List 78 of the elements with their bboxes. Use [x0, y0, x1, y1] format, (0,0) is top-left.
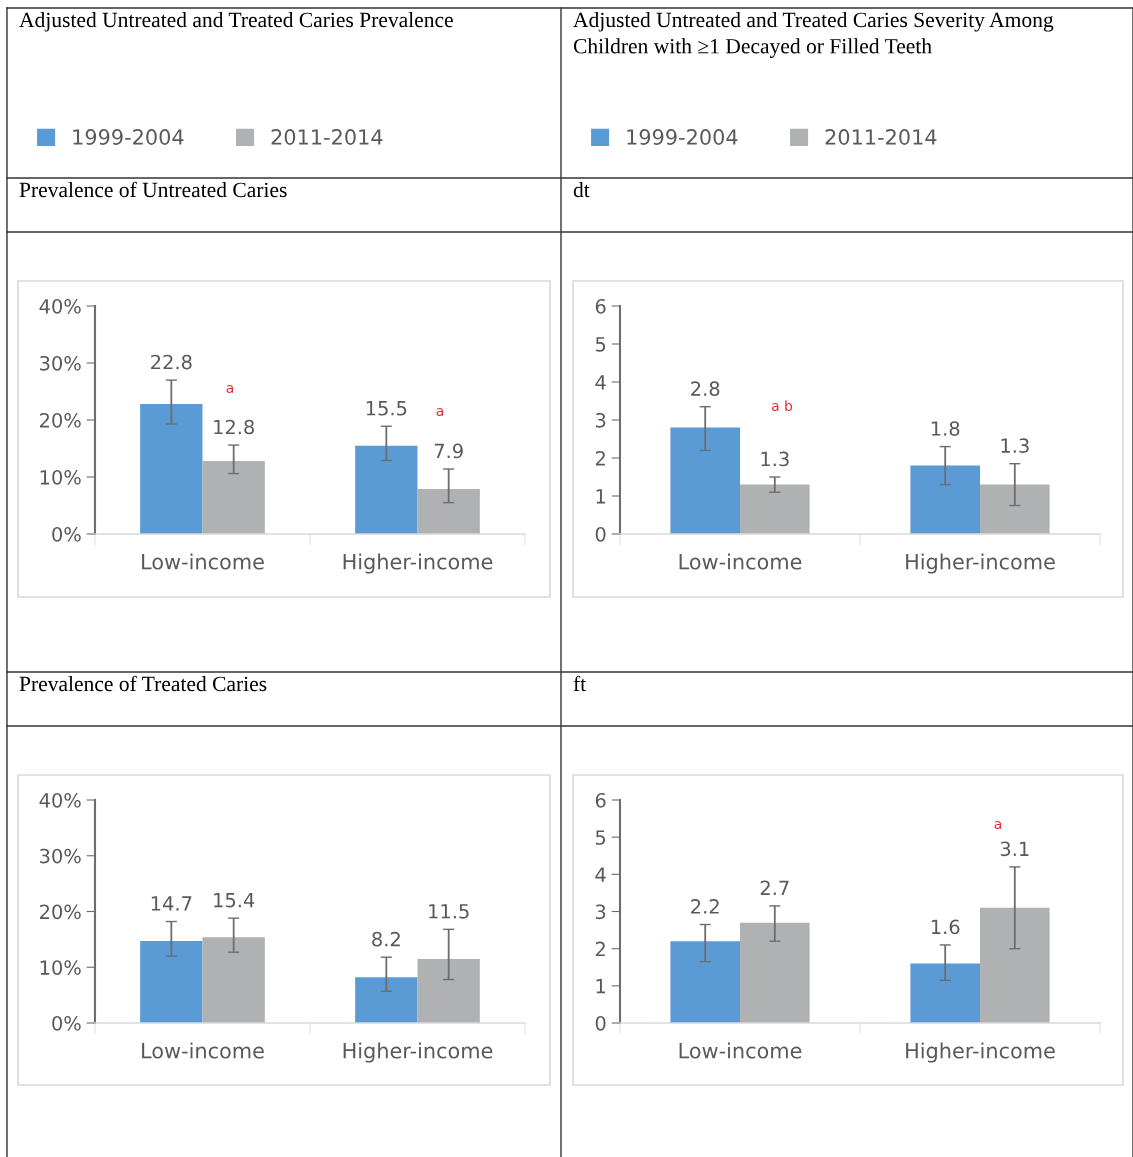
y-tick-label: 2	[595, 941, 605, 957]
data-label: 8.2	[372, 931, 400, 947]
y-tick-label: 2	[595, 450, 605, 466]
y-tick-label: 3	[595, 904, 606, 920]
data-label: 1.8	[931, 421, 960, 436]
data-label: 22.8	[151, 354, 192, 370]
bar	[355, 977, 418, 1023]
y-tick-label: 10%	[40, 469, 81, 485]
data-label: 1.3	[761, 451, 789, 467]
bar	[740, 484, 810, 534]
bar	[980, 484, 1050, 534]
data-label: 2.2	[691, 899, 719, 914]
bar	[670, 427, 740, 534]
data-label: 12.8	[214, 419, 254, 435]
annotation: a	[436, 408, 443, 417]
legend-label: 1999-2004	[73, 129, 184, 145]
y-tick-label: 40%	[39, 298, 81, 314]
y-tick-label: 4	[595, 867, 606, 882]
y-tick-label: 30%	[40, 848, 81, 864]
bar	[910, 465, 980, 534]
bar	[202, 937, 265, 1023]
bar	[910, 963, 980, 1023]
y-tick-label: 20%	[40, 412, 81, 428]
y-tick-label: 40%	[39, 792, 81, 808]
bar	[740, 922, 810, 1023]
y-tick-label: 4	[595, 375, 606, 390]
annotation: a	[994, 821, 1001, 830]
bar	[417, 488, 480, 534]
data-label: 11.5	[429, 904, 469, 919]
x-tick-label: Higher-income	[906, 1042, 1055, 1063]
legend-label: 1999-2004	[627, 129, 738, 145]
x-tick-label: Higher-income	[343, 1042, 493, 1063]
chart-subtitle: dt	[573, 182, 590, 198]
bar	[140, 404, 203, 534]
bar	[355, 445, 418, 534]
bar	[140, 941, 203, 1023]
chart-title: Prevalence of Treated Caries	[19, 675, 267, 692]
y-tick-label: 3	[595, 412, 606, 428]
data-label: 14.7	[151, 896, 192, 911]
data-label: 2.8	[691, 381, 720, 396]
y-tick-label: 10%	[40, 960, 81, 975]
data-label: 2.7	[760, 880, 789, 895]
data-label: 1.6	[931, 919, 960, 935]
y-tick-label: 0	[595, 1015, 606, 1031]
x-tick-label: Low-income	[679, 553, 802, 570]
bar	[980, 907, 1050, 1023]
x-tick-label: Low-income	[142, 553, 264, 570]
chart-title: Adjusted Untreated and Treated Caries Prevalence	[19, 12, 453, 32]
data-label: 1.3	[1001, 438, 1029, 453]
bar	[417, 958, 480, 1023]
chart-title: ft	[573, 675, 587, 692]
x-tick-label: Higher-income	[906, 553, 1055, 574]
chart-title: Adjusted Untreated and Treated Caries Severity Among Children with ≥1 Decayed or Filled Teeth	[573, 12, 1054, 58]
annotation: a	[226, 385, 233, 394]
legend-label: 2011-2014	[825, 129, 937, 145]
y-tick-label: 30%	[40, 355, 81, 371]
x-tick-label: Low-income	[679, 1042, 802, 1059]
data-label: 7.9	[434, 443, 463, 459]
y-tick-label: 20%	[40, 904, 81, 920]
x-tick-label: Higher-income	[343, 553, 493, 574]
x-tick-label: Low-income	[142, 1042, 264, 1059]
y-tick-label: 0%	[52, 526, 81, 542]
bar	[202, 461, 265, 534]
y-tick-label: 0%	[52, 1015, 81, 1031]
annotation: a b	[771, 400, 793, 412]
y-tick-label: 0	[595, 526, 606, 542]
data-label: 15.4	[214, 893, 255, 908]
chart-subtitle: Prevalence of Untreated Caries	[19, 181, 287, 198]
y-tick-label: 5	[595, 830, 606, 845]
y-tick-label: 5	[595, 337, 606, 352]
data-label: 15.5	[366, 401, 407, 416]
y-tick-label: 1	[596, 979, 606, 994]
bar	[670, 941, 740, 1023]
y-tick-label: 6	[595, 298, 606, 314]
y-tick-label: 6	[595, 792, 606, 808]
y-tick-label: 1	[596, 489, 606, 504]
data-label: 3.1	[1000, 841, 1029, 857]
legend-label: 2011-2014	[271, 129, 383, 145]
